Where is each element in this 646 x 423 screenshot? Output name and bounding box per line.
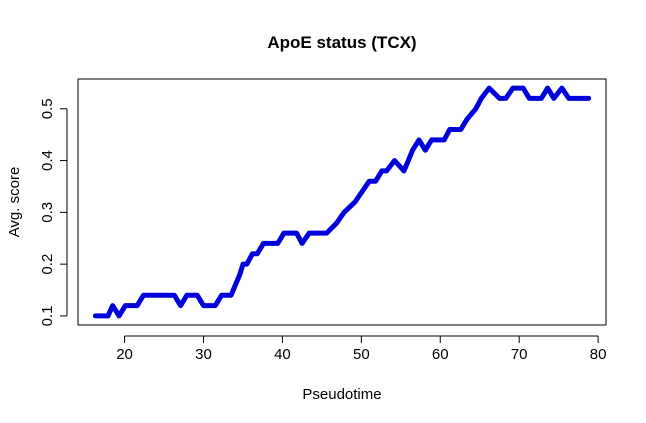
- x-tick-label: 80: [590, 346, 607, 363]
- y-axis-label: Avg. score: [6, 167, 23, 238]
- x-axis-label: Pseudotime: [302, 386, 381, 403]
- y-axis: 0.1 0.2 0.3 0.4 0.5: [39, 98, 68, 327]
- y-tick-label: 0.4: [39, 150, 56, 171]
- y-tick-label: 0.1: [39, 306, 56, 327]
- y-tick-label: 0.5: [39, 98, 56, 119]
- chart-title: ApoE status (TCX): [267, 33, 416, 52]
- x-axis: 20 30 40 50 60 70 80: [116, 335, 607, 363]
- x-tick-label: 40: [274, 346, 291, 363]
- plot-area-frame: [77, 78, 607, 326]
- x-tick-label: 60: [432, 346, 449, 363]
- series-layer: [92, 85, 592, 319]
- x-tick-label: 30: [195, 346, 212, 363]
- y-tick-label: 0.3: [39, 202, 56, 223]
- x-tick-label: 50: [353, 346, 370, 363]
- x-tick-label: 70: [511, 346, 528, 363]
- x-tick-label: 20: [116, 346, 133, 363]
- y-tick-label: 0.2: [39, 254, 56, 275]
- series-line: [92, 85, 592, 319]
